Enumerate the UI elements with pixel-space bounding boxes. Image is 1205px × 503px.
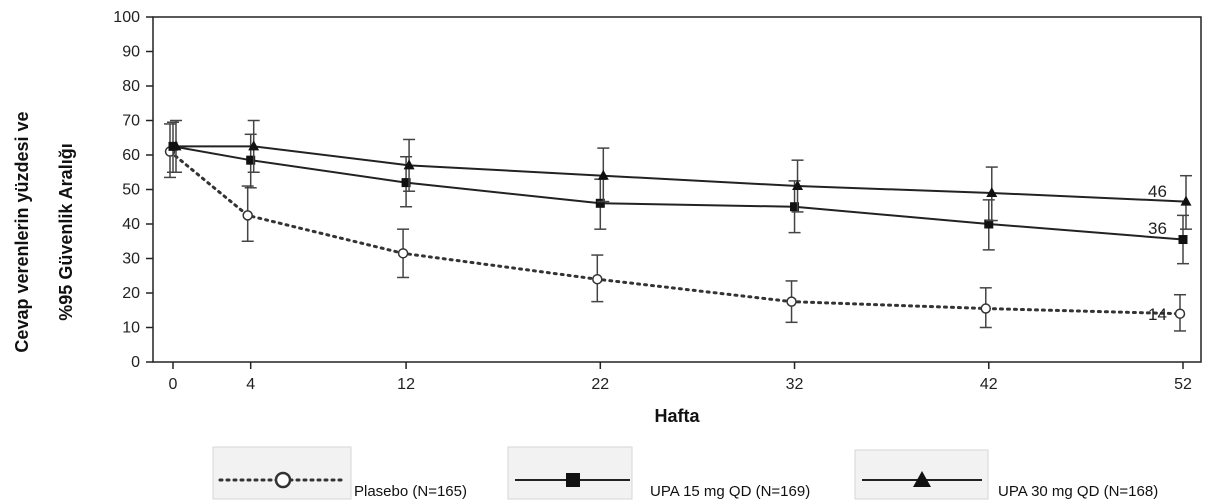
- y-tick-label: 60: [122, 147, 140, 164]
- data-point: [1178, 235, 1188, 245]
- legend-item-plasebo: Plasebo (N=165): [212, 446, 467, 500]
- x-tick-label: 12: [397, 376, 415, 393]
- y-tick-label: 90: [122, 44, 140, 61]
- data-point: [792, 180, 804, 191]
- data-point: [170, 140, 182, 151]
- y-tick-label: 50: [122, 182, 140, 199]
- series-upa30: [170, 119, 1192, 230]
- data-point: [790, 202, 800, 212]
- series-plasebo: [164, 123, 1186, 332]
- data-point: [246, 155, 256, 165]
- x-tick-label: 32: [786, 376, 804, 393]
- x-axis: 0 4 12 22 32 42 52: [169, 362, 1192, 393]
- data-point: [1180, 195, 1192, 206]
- y-tick-label: 0: [131, 354, 140, 371]
- y-tick-label: 10: [122, 320, 140, 337]
- y-tick-label: 80: [122, 78, 140, 95]
- data-point: [1174, 308, 1186, 319]
- legend-label-upa15: UPA 15 mg QD (N=169): [650, 483, 810, 500]
- y-tick-label: 20: [122, 285, 140, 302]
- series-line-upa15: [172, 145, 1184, 241]
- x-tick-label: 42: [980, 376, 998, 393]
- x-axis-title: Hafta: [654, 406, 700, 426]
- legend-label-plasebo: Plasebo (N=165): [354, 483, 467, 500]
- y-axis-title-line-2: %95 Güvenlik Aralığı: [56, 143, 76, 320]
- legend-marker-filled-triangle: [913, 471, 931, 487]
- series-upa15: [167, 121, 1189, 265]
- data-point: [592, 273, 603, 285]
- legend-marker-open-circle: [274, 471, 292, 489]
- data-point: [786, 296, 797, 307]
- end-value-label-plasebo: 14: [1148, 305, 1167, 324]
- data-point: [248, 140, 260, 151]
- data-point: [403, 159, 415, 170]
- data-point: [242, 210, 253, 221]
- legend-item-upa30: UPA 30 mg QD (N=168): [854, 449, 1158, 500]
- data-point: [986, 186, 998, 197]
- y-axis: 0 10 20 30 40 50 60 70 80 90 100: [113, 9, 153, 371]
- data-point: [401, 178, 411, 188]
- data-point: [595, 198, 605, 208]
- legend-item-upa15: UPA 15 mg QD (N=169): [507, 446, 810, 500]
- y-tick-label: 100: [113, 9, 140, 26]
- series-layer: [164, 119, 1192, 332]
- legend: Plasebo (N=165) UPA 15 mg QD (N=169) UPA…: [212, 446, 1158, 500]
- legend-marker-filled-square: [566, 473, 580, 487]
- data-point: [984, 219, 994, 229]
- y-axis-title-line-1: Cevap verenlerin yüzdesi ve: [12, 111, 32, 352]
- series-line-upa30: [176, 145, 1187, 203]
- x-tick-label: 4: [246, 376, 255, 393]
- y-tick-label: 70: [122, 113, 140, 130]
- legend-label-upa30: UPA 30 mg QD (N=168): [998, 483, 1158, 500]
- data-point: [397, 248, 409, 259]
- x-tick-label: 0: [169, 376, 178, 393]
- x-tick-label: 52: [1174, 376, 1192, 393]
- y-tick-label: 30: [122, 251, 140, 268]
- x-tick-label: 22: [591, 376, 609, 393]
- y-tick-label: 40: [122, 216, 140, 233]
- end-labels: 14 36 46: [1148, 182, 1167, 324]
- end-value-label-upa30: 46: [1148, 182, 1167, 201]
- y-axis-title: Cevap verenlerin yüzdesi ve %95 Güvenlik…: [12, 111, 76, 352]
- series-line-plasebo: [168, 150, 1182, 316]
- data-point: [980, 303, 992, 314]
- data-point: [597, 169, 609, 180]
- end-value-label-upa15: 36: [1148, 219, 1167, 238]
